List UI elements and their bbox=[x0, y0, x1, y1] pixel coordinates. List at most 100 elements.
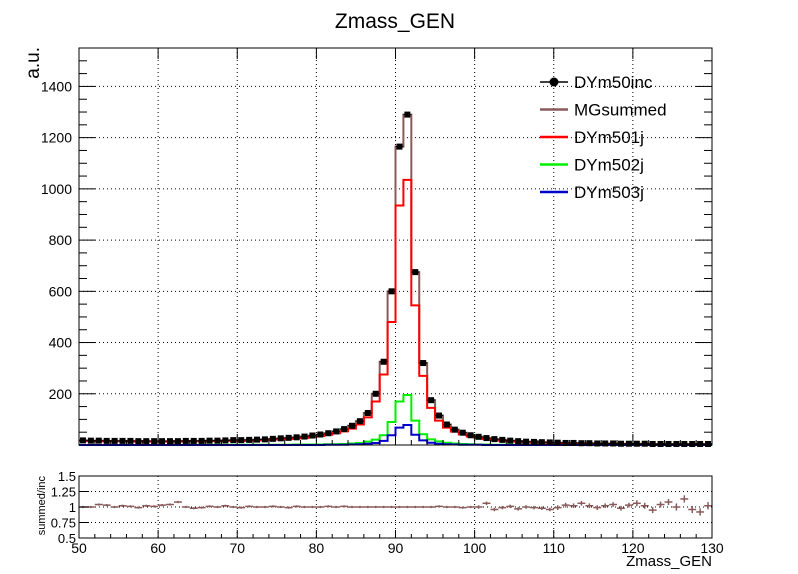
x-tick-label: 90 bbox=[388, 540, 404, 556]
data-point-dym50inc bbox=[436, 412, 443, 419]
ratio-point bbox=[332, 505, 341, 509]
ratio-point bbox=[94, 503, 103, 506]
ratio-point bbox=[189, 507, 198, 510]
data-point-dym50inc bbox=[491, 436, 498, 443]
data-point-dym50inc bbox=[380, 358, 387, 365]
ratio-point bbox=[403, 505, 412, 509]
data-point-dym50inc bbox=[230, 437, 237, 444]
data-point-dym50inc bbox=[625, 440, 632, 447]
ratio-point bbox=[617, 505, 625, 511]
main-y-tick-label: 1000 bbox=[41, 181, 72, 197]
ratio-point bbox=[585, 503, 594, 509]
data-point-dym50inc bbox=[554, 439, 561, 446]
data-point-dym50inc bbox=[451, 426, 458, 433]
data-point-dym50inc bbox=[602, 440, 609, 447]
ratio-point bbox=[593, 505, 602, 510]
legend-item-mgsummed: MGsummed bbox=[540, 101, 667, 120]
ratio-point bbox=[498, 505, 507, 510]
data-point-dym50inc bbox=[633, 440, 640, 447]
data-point-dym50inc bbox=[388, 288, 395, 295]
data-point-dym50inc bbox=[309, 432, 316, 439]
ratio-point bbox=[395, 505, 404, 509]
ratio-point bbox=[142, 504, 151, 507]
data-point-dym50inc bbox=[459, 429, 466, 436]
data-point-dym50inc bbox=[87, 437, 94, 444]
data-point-dym50inc bbox=[697, 440, 704, 447]
x-tick-label: 60 bbox=[150, 540, 166, 556]
main-y-tick-label: 600 bbox=[49, 283, 73, 299]
data-point-dym50inc bbox=[174, 438, 181, 445]
data-point-dym50inc bbox=[618, 440, 625, 447]
legend-label: MGsummed bbox=[574, 101, 667, 120]
ratio-y-tick-label: 0.75 bbox=[51, 516, 76, 531]
ratio-point bbox=[126, 505, 135, 508]
data-point-dym50inc bbox=[254, 436, 261, 443]
ratio-point bbox=[553, 505, 562, 510]
x-tick-label: 50 bbox=[71, 540, 87, 556]
data-point-dym50inc bbox=[570, 439, 577, 446]
ratio-point bbox=[260, 505, 269, 509]
ratio-point bbox=[173, 500, 182, 504]
data-point-dym50inc bbox=[657, 440, 664, 447]
data-point-dym50inc bbox=[443, 421, 450, 428]
data-point-dym50inc bbox=[238, 437, 245, 444]
legend-label: DYm503j bbox=[574, 183, 644, 202]
legend-label: DYm50inc bbox=[574, 73, 653, 92]
main-y-tick-label: 1400 bbox=[41, 78, 72, 94]
data-point-dym50inc bbox=[396, 143, 403, 150]
data-point-dym50inc bbox=[151, 438, 158, 445]
main-ticks bbox=[78, 48, 713, 445]
ratio-point bbox=[118, 504, 127, 507]
ratio-point bbox=[664, 499, 673, 506]
legend-label: DYm502j bbox=[574, 156, 644, 175]
main-y-tick-label: 800 bbox=[49, 232, 73, 248]
ratio-point bbox=[245, 505, 254, 508]
data-point-dym50inc bbox=[190, 437, 197, 444]
ratio-point bbox=[300, 505, 309, 509]
ratio-point bbox=[419, 505, 428, 509]
data-point-dym50inc bbox=[546, 439, 553, 446]
chart-title: Zmass_GEN bbox=[335, 10, 455, 33]
ratio-point bbox=[545, 507, 554, 512]
ratio-y-axis-label: summed/inc bbox=[36, 476, 48, 536]
data-point-dym50inc bbox=[159, 438, 166, 445]
ratio-point bbox=[450, 505, 459, 509]
ratio-point bbox=[166, 503, 174, 506]
x-tick-labels: 50 60 70 80 90 100 110 120 130 bbox=[71, 540, 724, 556]
data-point-dym50inc bbox=[111, 437, 118, 444]
data-point-dym50inc bbox=[428, 397, 435, 404]
ratio-y-tick-label: 1 bbox=[69, 500, 76, 515]
data-point-dym50inc bbox=[404, 111, 411, 118]
legend-item-dym502j: DYm502j bbox=[540, 156, 644, 175]
x-tick-label: 110 bbox=[543, 540, 566, 556]
ratio-point bbox=[648, 507, 657, 514]
ratio-point bbox=[324, 505, 333, 508]
data-point-dym50inc bbox=[530, 438, 537, 445]
ratio-point bbox=[276, 505, 285, 509]
ratio-point bbox=[213, 505, 222, 509]
ratio-point bbox=[205, 505, 214, 508]
ratio-point bbox=[181, 505, 190, 509]
data-point-dym50inc bbox=[285, 434, 292, 441]
ratio-point bbox=[134, 506, 143, 509]
ratio-point bbox=[530, 505, 538, 510]
data-point-dym50inc bbox=[135, 438, 142, 445]
ratio-point bbox=[197, 506, 206, 509]
ratio-point bbox=[150, 505, 159, 508]
ratio-point bbox=[229, 505, 238, 509]
ratio-point bbox=[680, 495, 689, 503]
data-point-dym50inc bbox=[182, 437, 189, 444]
x-tick-label: 70 bbox=[229, 540, 245, 556]
data-point-dym50inc bbox=[594, 440, 601, 447]
data-point-dym50inc bbox=[356, 418, 363, 425]
ratio-point bbox=[253, 505, 261, 509]
x-tick-label: 100 bbox=[463, 540, 487, 556]
data-point-dym50inc bbox=[348, 422, 355, 429]
data-point-dym50inc bbox=[538, 439, 545, 446]
data-point-dym50inc bbox=[610, 440, 617, 447]
data-point-dym50inc bbox=[467, 432, 474, 439]
data-point-dym50inc bbox=[127, 437, 134, 444]
x-tick-label: 80 bbox=[309, 540, 325, 556]
ratio-y-tick-label: 0.5 bbox=[58, 531, 76, 546]
